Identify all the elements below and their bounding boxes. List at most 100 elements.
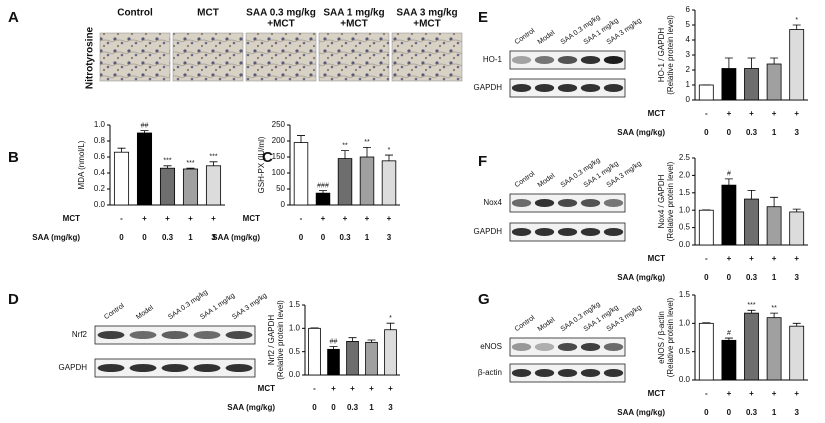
y-axis-label: (Relative protein level) bbox=[666, 161, 675, 241]
panel-letter: B bbox=[8, 149, 19, 166]
treatment-value: 0 bbox=[727, 128, 732, 137]
blot-band bbox=[534, 343, 555, 351]
treatment-value: + bbox=[794, 254, 799, 263]
blot-band bbox=[129, 364, 157, 372]
y-tick-label: 0.6 bbox=[94, 152, 106, 161]
treatment-value: + bbox=[321, 214, 326, 223]
blot-row-label: GAPDH bbox=[59, 363, 88, 372]
bar bbox=[337, 158, 353, 206]
treatment-value: 0.3 bbox=[746, 273, 758, 282]
error-bar bbox=[792, 24, 801, 30]
treatment-value: 0 bbox=[727, 408, 732, 417]
y-tick-label: 1.5 bbox=[679, 290, 691, 299]
blot-row-label: eNOS bbox=[480, 342, 502, 351]
treatment-name: MCT bbox=[648, 389, 665, 398]
error-bar bbox=[209, 161, 218, 166]
significance-label: * bbox=[389, 315, 392, 322]
y-tick-label: 0.5 bbox=[289, 347, 301, 356]
treatment-value: - bbox=[705, 109, 708, 118]
error-bar bbox=[367, 339, 376, 343]
treatment-name: SAA (mg/kg) bbox=[617, 128, 665, 137]
bar bbox=[136, 132, 153, 206]
y-axis-label: (Relative protein level) bbox=[276, 300, 285, 380]
error-bar bbox=[348, 337, 357, 342]
lane-label: Model bbox=[537, 172, 557, 189]
treatment-value: 3 bbox=[794, 128, 799, 137]
error-bar bbox=[724, 337, 733, 341]
y-axis-label: Nrf2 / GAPDH bbox=[267, 315, 276, 365]
error-bar bbox=[747, 309, 756, 314]
treatment-value: + bbox=[331, 384, 336, 393]
blot-band bbox=[511, 343, 532, 351]
bar bbox=[698, 209, 714, 246]
bar bbox=[327, 348, 340, 376]
error-bar bbox=[792, 322, 801, 327]
blot-row-label: HO-1 bbox=[483, 55, 503, 64]
treatment-name: SAA (mg/kg) bbox=[617, 408, 665, 417]
blot-band bbox=[534, 84, 555, 92]
y-axis-label: eNOS / β-actin bbox=[657, 311, 666, 364]
error-bar bbox=[385, 154, 393, 161]
error-bar bbox=[770, 196, 779, 207]
blot-band bbox=[557, 343, 578, 351]
lane-label: Control bbox=[514, 27, 537, 46]
treatment-value: 0.3 bbox=[746, 408, 758, 417]
bar bbox=[744, 198, 759, 246]
blot-band bbox=[580, 228, 601, 236]
bar bbox=[744, 68, 759, 101]
treatment-value: 0 bbox=[299, 233, 304, 242]
treatment-value: + bbox=[727, 389, 732, 398]
blot-band bbox=[511, 228, 532, 236]
treatment-value: 0.3 bbox=[162, 233, 174, 242]
blot-row-label: GAPDH bbox=[474, 83, 503, 92]
treatment-value: + bbox=[142, 214, 147, 223]
error-bar bbox=[747, 57, 756, 69]
blot-band bbox=[603, 369, 624, 377]
treatment-value: 0 bbox=[142, 233, 147, 242]
treatment-value: 1 bbox=[188, 233, 193, 242]
treatment-value: + bbox=[749, 389, 754, 398]
blot-band bbox=[97, 331, 125, 339]
micrograph bbox=[245, 32, 317, 82]
treatment-value: 0 bbox=[119, 233, 124, 242]
y-axis-label: (Relative protein level) bbox=[666, 15, 675, 95]
treatment-value: - bbox=[705, 389, 708, 398]
treatment-value: 0.3 bbox=[339, 233, 351, 242]
significance-label: *** bbox=[209, 154, 217, 161]
blot-band bbox=[534, 199, 555, 207]
bar bbox=[384, 329, 397, 376]
bar bbox=[766, 317, 782, 381]
error-bar bbox=[117, 147, 126, 153]
y-tick-label: 0.0 bbox=[679, 240, 691, 249]
panel-letter: F bbox=[478, 153, 487, 170]
panel-letter: E bbox=[478, 9, 488, 26]
y-axis-label: GSH-PX (IU/ml) bbox=[257, 136, 266, 193]
blot-band bbox=[225, 331, 253, 339]
column-label: MCT bbox=[197, 8, 219, 19]
column-label: +MCT bbox=[413, 19, 441, 30]
blot-band bbox=[557, 369, 578, 377]
treatment-value: + bbox=[165, 214, 170, 223]
blot-band bbox=[603, 84, 624, 92]
bar bbox=[744, 312, 759, 381]
y-tick-label: 150 bbox=[272, 152, 286, 161]
blot-row-label: β-actin bbox=[478, 368, 502, 377]
blot-band bbox=[129, 331, 157, 339]
blot-band bbox=[557, 199, 578, 207]
significance-label: # bbox=[727, 171, 731, 178]
treatment-value: + bbox=[369, 384, 374, 393]
y-tick-label: 1.5 bbox=[289, 300, 301, 309]
treatment-value: + bbox=[365, 214, 370, 223]
y-tick-label: 4 bbox=[686, 35, 691, 44]
y-tick-label: 0.0 bbox=[679, 375, 691, 384]
y-tick-label: 2.5 bbox=[679, 153, 691, 162]
blot-band bbox=[534, 228, 555, 236]
error-bar bbox=[724, 57, 733, 69]
treatment-value: + bbox=[794, 109, 799, 118]
error-bar bbox=[341, 150, 349, 159]
error-bar bbox=[297, 135, 305, 143]
treatment-value: + bbox=[350, 384, 355, 393]
y-tick-label: 5 bbox=[686, 20, 691, 29]
blot-band bbox=[557, 56, 578, 64]
row-label: Nitrotyrosine bbox=[85, 26, 96, 89]
